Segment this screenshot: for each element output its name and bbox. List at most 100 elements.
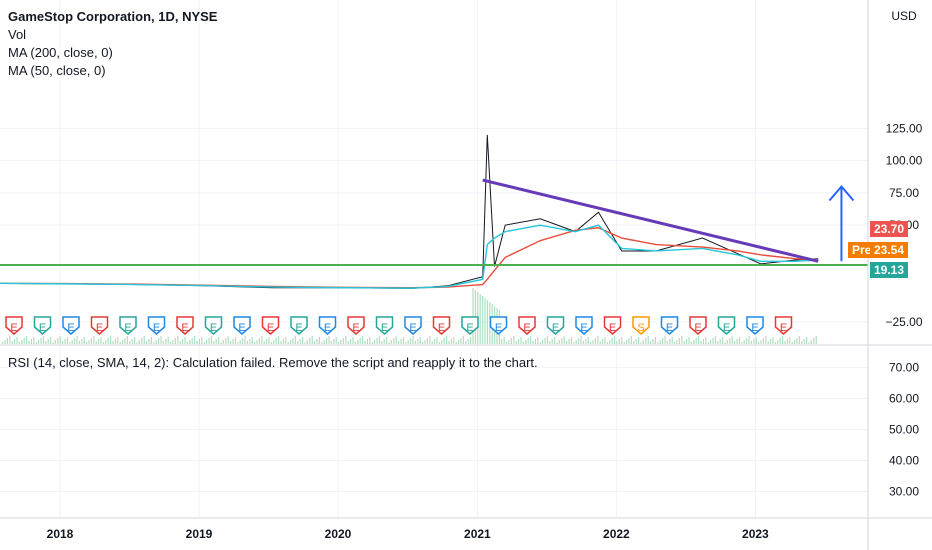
indicator-ma200[interactable]: MA (200, close, 0) <box>8 45 113 60</box>
earnings-marker[interactable]: E <box>546 316 565 335</box>
earnings-marker[interactable]: E <box>204 316 223 335</box>
volume-bar <box>326 338 328 344</box>
earnings-marker[interactable]: E <box>33 316 52 335</box>
volume-bar <box>690 342 692 344</box>
currency-label: USD <box>891 9 917 23</box>
earnings-marker[interactable]: E <box>176 316 194 335</box>
volume-bar <box>162 341 164 344</box>
volume-bar <box>40 338 42 344</box>
volume-bar <box>750 341 752 344</box>
volume-bar <box>347 341 349 344</box>
svg-text:E: E <box>124 322 131 334</box>
earnings-marker[interactable]: E <box>290 316 308 335</box>
earnings-marker[interactable]: E <box>318 316 337 335</box>
volume-bar <box>650 341 652 344</box>
symbol-title[interactable]: GameStop Corporation, 1D, NYSE <box>8 9 218 24</box>
volume-bar <box>626 340 628 344</box>
earnings-marker[interactable]: S <box>632 316 650 335</box>
volume-bar <box>570 337 572 344</box>
earnings-marker[interactable]: E <box>375 316 394 335</box>
earnings-marker[interactable]: E <box>689 316 707 335</box>
volume-bar <box>52 342 54 344</box>
earnings-marker[interactable]: E <box>347 316 365 335</box>
volume-bar <box>801 341 803 344</box>
volume-bar <box>304 342 306 344</box>
earnings-marker[interactable]: E <box>90 316 109 335</box>
earnings-marker[interactable]: E <box>746 316 764 335</box>
earnings-marker[interactable]: E <box>660 316 679 335</box>
volume-bar <box>237 342 239 344</box>
volume-bar <box>784 341 786 344</box>
up-arrow[interactable] <box>828 184 855 262</box>
earnings-marker[interactable]: E <box>717 316 736 335</box>
earnings-marker[interactable]: E <box>5 316 23 335</box>
volume-bar <box>302 337 304 344</box>
svg-text:E: E <box>694 322 701 334</box>
volume-bar <box>717 341 719 344</box>
volume-bar <box>126 336 128 344</box>
volume-bar <box>621 337 623 344</box>
indicator-ma50[interactable]: MA (50, close, 0) <box>8 63 106 78</box>
earnings-marker[interactable]: E <box>518 316 536 335</box>
earnings-marker[interactable]: E <box>461 316 479 335</box>
volume-bar <box>501 339 503 344</box>
volume-bar <box>100 337 102 344</box>
volume-bar <box>479 294 481 344</box>
time-axis[interactable]: 2018 2019 2020 2021 2022 2023 <box>47 527 769 541</box>
volume-bar <box>50 337 52 344</box>
volume-bar <box>107 338 109 344</box>
svg-text:E: E <box>409 322 416 334</box>
volume-bar <box>393 338 395 344</box>
earnings-marker[interactable]: E <box>147 316 166 335</box>
volume-bar <box>359 338 361 344</box>
earnings-marker[interactable]: E <box>432 316 451 335</box>
svg-text:E: E <box>181 322 188 334</box>
volume-bar <box>743 340 745 344</box>
volume-bar <box>782 336 784 344</box>
rsi-axis[interactable]: 70.00 60.00 50.00 40.00 30.00 <box>889 361 919 499</box>
indicator-vol[interactable]: Vol <box>8 27 27 42</box>
earnings-marker[interactable]: E <box>489 316 508 335</box>
earnings-marker[interactable]: E <box>62 316 80 335</box>
earnings-marker[interactable]: E <box>603 316 622 335</box>
volume-bar <box>484 298 486 344</box>
volume-bar <box>760 340 762 344</box>
volume-bar <box>141 338 143 344</box>
earnings-marker[interactable]: E <box>261 316 280 335</box>
earnings-marker[interactable]: E <box>119 316 137 335</box>
volume-bar <box>767 341 769 344</box>
volume-bar <box>90 338 92 344</box>
volume-bar <box>758 342 760 344</box>
annotations <box>0 178 868 266</box>
volume-bar <box>26 336 28 344</box>
volume-bar <box>201 337 203 344</box>
earnings-marker[interactable]: E <box>404 316 422 335</box>
earnings-marker[interactable]: E <box>575 316 593 335</box>
volume-bar <box>810 340 812 344</box>
volume-bar <box>254 342 256 344</box>
volume-bar <box>189 340 191 344</box>
earnings-marker[interactable]: E <box>774 316 793 335</box>
pre-market-tag: 23.54 <box>870 242 909 258</box>
volume-bar <box>268 337 270 344</box>
volume-bar <box>364 341 366 344</box>
volume-bar <box>345 336 347 344</box>
volume-bar <box>146 341 148 344</box>
svg-text:E: E <box>324 322 331 334</box>
earnings-marker[interactable]: E <box>233 316 251 335</box>
volume-bar <box>160 336 162 344</box>
volume-bar <box>78 341 80 344</box>
volume-bar <box>400 339 402 344</box>
trendline[interactable] <box>482 178 819 263</box>
volume-bar <box>671 337 673 344</box>
volume-bar <box>431 341 433 344</box>
volume-bar <box>110 336 112 344</box>
volume-bar <box>563 336 565 344</box>
volume-bar <box>218 337 220 344</box>
volume-bar <box>122 340 124 344</box>
volume-bar <box>666 341 668 344</box>
volume-bar <box>388 342 390 344</box>
rsi-tick-label: 50.00 <box>889 423 919 437</box>
volume-bar <box>220 342 222 344</box>
